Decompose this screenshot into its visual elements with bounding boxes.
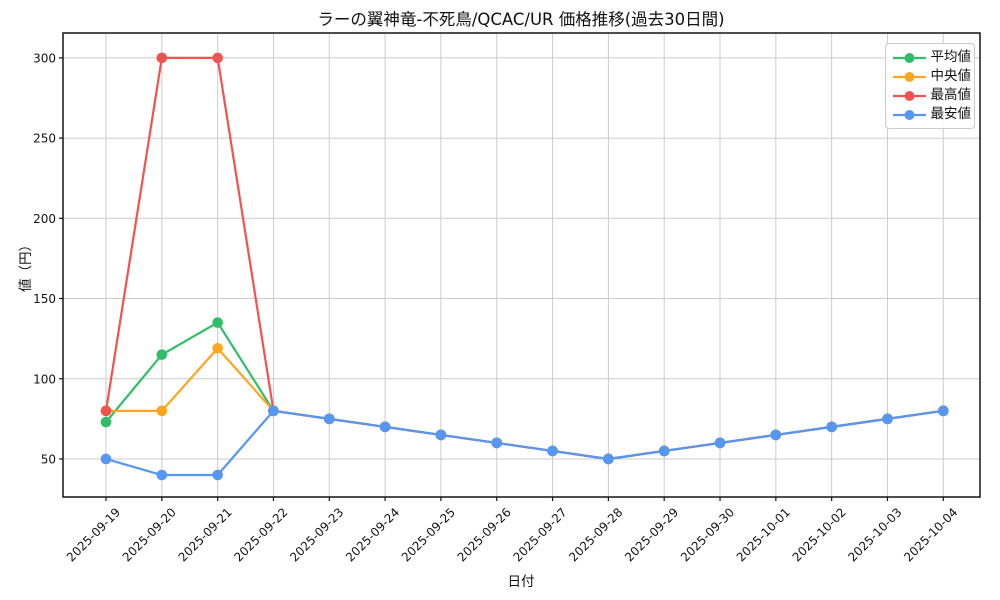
x-tick-label: 2025-09-28 <box>566 505 625 564</box>
series-marker-min <box>938 405 949 417</box>
x-tick-label: 2025-09-29 <box>622 505 681 564</box>
y-tick-label: 300 <box>33 51 56 65</box>
y-tick-label: 100 <box>33 372 56 386</box>
series-marker-min <box>547 445 558 457</box>
series-markers-max <box>100 52 949 465</box>
legend-marker-median <box>893 71 926 82</box>
series-marker-min <box>603 453 614 465</box>
series-marker-min <box>100 453 112 465</box>
plot-border <box>62 32 981 498</box>
series-marker-median <box>156 405 168 417</box>
x-tick-label: 2025-09-24 <box>343 505 402 564</box>
legend-marker-max <box>893 90 926 101</box>
series-marker-average <box>100 416 112 428</box>
legend-label-max: 最高値 <box>930 86 972 103</box>
legend-item-median: 中央値 <box>892 67 971 86</box>
legend-marker-min <box>893 109 926 120</box>
series-marker-min <box>826 421 837 433</box>
y-axis-label: 値（円） <box>18 238 34 292</box>
chart-title: ラーの翼神竜-不死鳥/QCAC/UR 価格推移(過去30日間) <box>317 10 724 29</box>
series-marker-min <box>323 413 335 425</box>
legend-item-max: 最高値 <box>892 86 971 105</box>
series-marker-min <box>379 421 391 433</box>
series-marker-max <box>100 405 112 417</box>
series-marker-min <box>882 413 893 425</box>
x-tick-label: 2025-09-30 <box>678 505 737 564</box>
series-marker-min <box>770 429 782 441</box>
x-tick-label: 2025-09-22 <box>231 505 290 564</box>
x-axis-label: 日付 <box>508 574 535 590</box>
x-tick-label: 2025-09-25 <box>399 505 458 564</box>
series-marker-min <box>156 469 168 481</box>
x-tick-label: 2025-10-04 <box>901 505 960 564</box>
legend-item-average: 平均値 <box>892 48 971 67</box>
series-line-max <box>104 56 945 461</box>
series-marker-average <box>156 349 168 360</box>
series-markers-min <box>100 405 949 481</box>
x-tick-label: 2025-09-23 <box>287 505 346 564</box>
x-tick-label: 2025-09-20 <box>120 505 179 564</box>
x-tick-label: 2025-09-21 <box>176 505 235 564</box>
x-tick-label: 2025-09-26 <box>455 505 514 564</box>
series-marker-average <box>212 317 223 328</box>
series-marker-min <box>491 437 503 449</box>
x-tick-label: 2025-10-02 <box>790 505 849 564</box>
series-marker-min <box>268 405 279 417</box>
series-layer <box>100 52 949 481</box>
series-marker-min <box>212 469 223 481</box>
x-tick-label: 2025-10-03 <box>845 505 904 564</box>
legend-item-min: 最安値 <box>892 105 971 124</box>
series-marker-min <box>435 429 447 441</box>
y-tick-label: 250 <box>33 132 56 146</box>
legend-label-min: 最安値 <box>930 105 972 122</box>
legend: 平均値中央値最高値最安値 <box>885 43 975 129</box>
y-tick-label: 50 <box>41 452 56 466</box>
legend-label-median: 中央値 <box>930 67 972 84</box>
series-line-median <box>104 347 945 461</box>
x-tick-label: 2025-09-19 <box>64 505 123 564</box>
x-tick-label: 2025-09-27 <box>510 505 569 564</box>
series-marker-max <box>212 52 223 64</box>
legend-marker-average <box>893 52 926 63</box>
series-line-min <box>104 409 945 477</box>
series-marker-min <box>658 445 670 457</box>
series-line-average <box>104 321 945 461</box>
series-marker-median <box>212 342 223 354</box>
x-tick-label: 2025-10-01 <box>734 505 793 564</box>
y-tick-label: 200 <box>33 212 56 226</box>
series-marker-max <box>156 52 168 64</box>
y-tick-label: 150 <box>33 292 56 306</box>
axes-spines <box>62 32 981 498</box>
legend-label-average: 平均値 <box>930 48 972 65</box>
series-marker-min <box>714 437 726 449</box>
grid-layer <box>63 33 980 497</box>
